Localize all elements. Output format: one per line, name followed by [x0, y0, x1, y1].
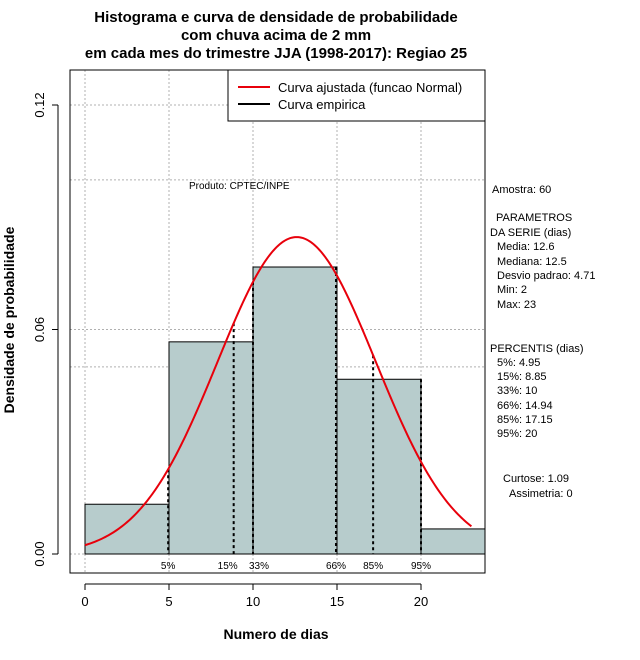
legend-box	[227, 69, 486, 122]
percentile-label-85: 85%	[363, 561, 383, 572]
y-tick-label-0: 0.00	[32, 541, 47, 566]
histogram-bar-4	[420, 528, 486, 555]
percentile-label-15: 15%	[218, 561, 238, 572]
stats-panel: Amostra: 60 PARAMETROS DA SERIE (dias) M…	[490, 184, 595, 500]
product-annotation: Produto: CPTEC/INPE	[189, 181, 290, 192]
y-axis-title: Densidade de probabilidade	[1, 226, 17, 413]
legend-label-empirical: Curva empirica	[278, 97, 366, 112]
histogram-bar-1	[168, 341, 254, 555]
y-tick-label-2: 0.12	[32, 92, 47, 117]
stat-mediana: Mediana: 12.5	[497, 256, 567, 268]
x-tick-label-10: 10	[246, 594, 260, 609]
x-tick-label-15: 15	[330, 594, 344, 609]
stat-min: Min: 2	[497, 284, 527, 296]
percentile-lines: 5% 15% 33% 66% 85% 95%	[161, 267, 431, 572]
histogram-bar-2	[252, 266, 338, 555]
stat-curtose: Curtose: 1.09	[503, 473, 569, 485]
stat-amostra: Amostra: 60	[492, 184, 551, 196]
stat-p33: 33%: 10	[497, 385, 537, 397]
x-tick-label-5: 5	[165, 594, 172, 609]
stat-p15: 15%: 8.85	[497, 371, 547, 383]
normal-fit-curve	[84, 236, 473, 547]
stat-desvio: Desvio padrao: 4.71	[497, 270, 595, 282]
stat-assimetria: Assimetria: 0	[509, 488, 573, 500]
chart-title-line-1: Histograma e curva de densidade de proba…	[94, 9, 457, 26]
stat-parametros-title-2: DA SERIE (dias)	[490, 227, 571, 239]
stat-p85: 85%: 17.15	[497, 414, 553, 426]
stat-p95: 95%: 20	[497, 428, 537, 440]
x-axis: 0 5 10 15 20	[81, 583, 428, 609]
chart-title-line-3: em cada mes do trimestre JJA (1998-2017)…	[85, 45, 467, 62]
y-tick-label-1: 0.06	[32, 317, 47, 342]
x-tick-label-20: 20	[414, 594, 428, 609]
percentile-label-66: 66%	[326, 561, 346, 572]
histogram-bar-3	[336, 378, 422, 555]
percentile-label-33: 33%	[249, 561, 269, 572]
stat-percentis-title: PERCENTIS (dias)	[490, 343, 584, 355]
legend-label-normal: Curva ajustada (funcao Normal)	[278, 80, 462, 95]
x-axis-title: Numero de dias	[223, 626, 328, 642]
percentile-label-5: 5%	[161, 561, 176, 572]
stat-parametros-title-1: PARAMETROS	[496, 212, 572, 224]
chart-title-line-2: com chuva acima de 2 mm	[181, 27, 371, 44]
stat-max: Max: 23	[497, 299, 536, 311]
stat-p66: 66%: 14.94	[497, 400, 553, 412]
y-axis: 0.00 0.06 0.12	[32, 92, 59, 567]
histogram-bar-0	[84, 503, 170, 555]
stat-media: Media: 12.6	[497, 241, 554, 253]
stat-p5: 5%: 4.95	[497, 357, 540, 369]
percentile-label-95: 95%	[411, 561, 431, 572]
histogram-bars	[84, 266, 486, 555]
legend: Curva ajustada (funcao Normal) Curva emp…	[227, 69, 486, 122]
x-tick-label-0: 0	[81, 594, 88, 609]
